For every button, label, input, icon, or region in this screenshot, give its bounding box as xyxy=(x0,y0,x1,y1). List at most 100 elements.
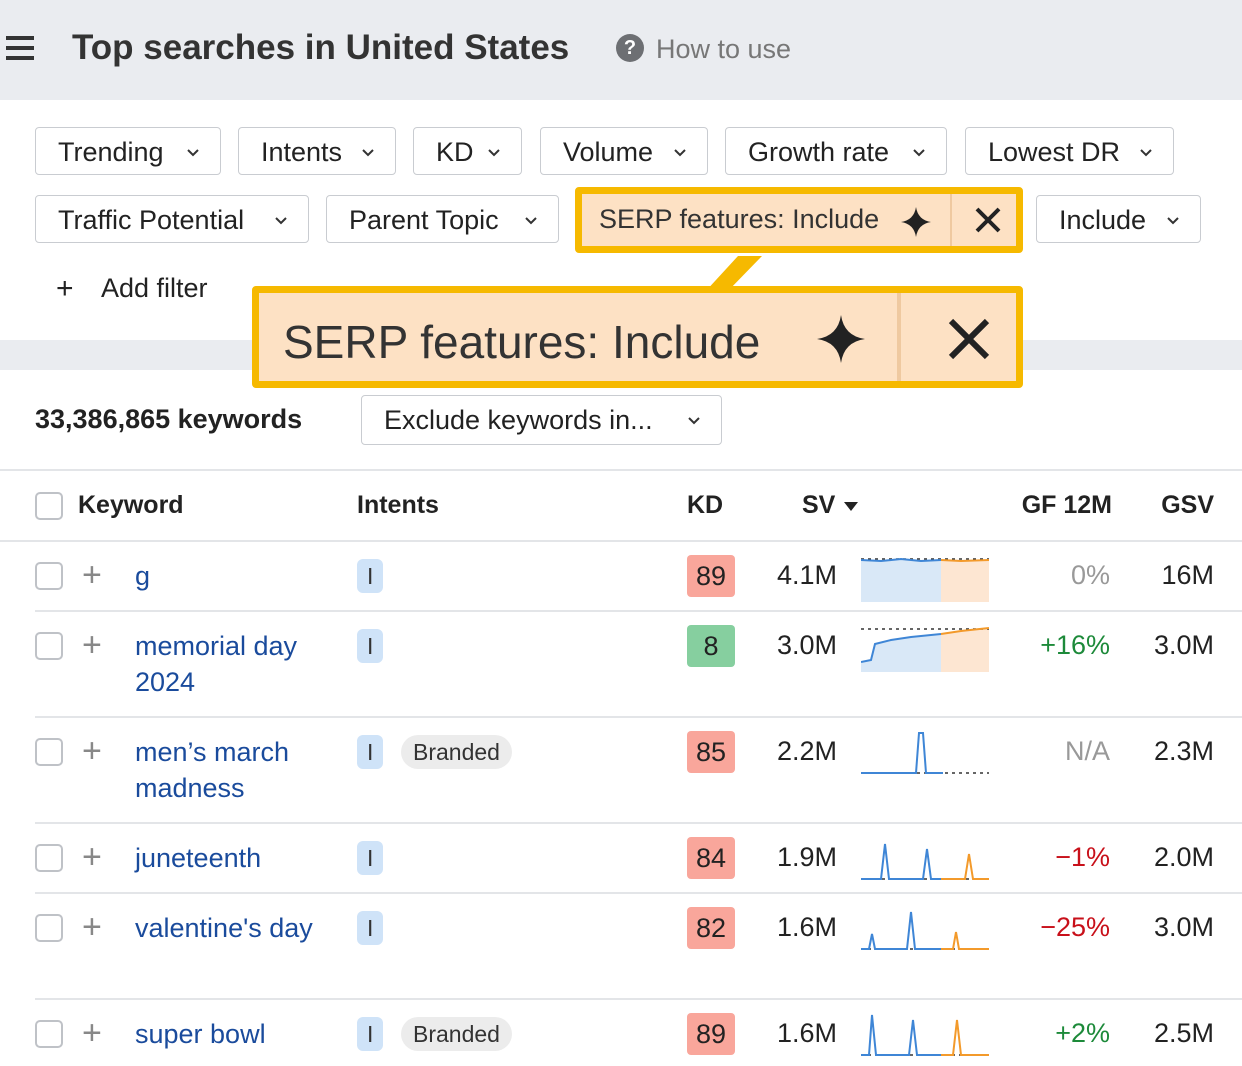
filter-button[interactable]: KD xyxy=(413,127,522,175)
growth-factor: −25% xyxy=(1040,912,1110,942)
row-checkbox[interactable] xyxy=(35,914,63,942)
search-volume: 3.0M xyxy=(776,630,837,660)
callout-close xyxy=(948,318,990,360)
global-volume: 3.0M xyxy=(1153,630,1214,660)
filter-label: Volume xyxy=(563,137,654,167)
exclude-dropdown[interactable]: Exclude keywords in... xyxy=(361,395,722,445)
global-volume: 2.3M xyxy=(1153,736,1214,766)
row-checkbox[interactable] xyxy=(35,632,63,660)
growth-factor: −1% xyxy=(1055,842,1110,872)
row-divider xyxy=(35,892,1242,894)
menu-icon[interactable] xyxy=(6,36,34,40)
row-checkbox[interactable] xyxy=(35,562,63,590)
filter-button[interactable]: Parent Topic xyxy=(326,195,559,243)
page-title: Top searches in United States xyxy=(72,28,570,67)
add-filter[interactable]: Add filter xyxy=(101,273,208,303)
global-volume: 16M xyxy=(1161,560,1214,590)
filter-label: Intents xyxy=(261,137,343,167)
search-volume: 1.6M xyxy=(776,912,837,942)
keyword-count: 33,386,865 keywords xyxy=(35,404,303,434)
column-header[interactable]: SV xyxy=(802,491,863,520)
filter-label: KD xyxy=(436,137,474,167)
column-header[interactable]: Intents xyxy=(357,491,439,519)
callout: SERP features: Include xyxy=(252,286,1023,388)
callout-text: SERP features: Include xyxy=(283,316,761,368)
growth-factor: +2% xyxy=(1055,1018,1110,1048)
filter-label: SERP features: Include xyxy=(599,204,880,234)
intent-badge: Branded xyxy=(401,735,512,769)
filter-button[interactable]: Trending xyxy=(35,127,221,175)
kd-badge: 89 xyxy=(687,1013,735,1055)
search-volume: 4.1M xyxy=(776,560,837,590)
filter-button[interactable]: Lowest DR xyxy=(965,127,1174,175)
filter-button[interactable]: Growth rate xyxy=(725,127,947,175)
column-header[interactable]: KD xyxy=(687,491,724,519)
divider xyxy=(0,540,1242,542)
add-keyword[interactable]: + xyxy=(82,626,102,664)
intent-badge: I xyxy=(357,735,384,769)
row-checkbox[interactable] xyxy=(35,844,63,872)
add-filter-icon[interactable]: + xyxy=(56,272,74,305)
intent-badge: I xyxy=(357,1017,384,1051)
callout-pointer xyxy=(704,256,762,293)
growth-factor: +16% xyxy=(1040,630,1110,660)
divider xyxy=(0,469,1242,471)
filter-button[interactable]: Intents xyxy=(238,127,396,175)
add-keyword[interactable]: + xyxy=(82,556,102,594)
filter-button[interactable]: Volume xyxy=(540,127,708,175)
sparkline xyxy=(861,1014,989,1056)
search-volume: 1.9M xyxy=(776,842,837,872)
intent-badge: I xyxy=(357,629,384,663)
intent-badge: I xyxy=(357,559,384,593)
filter-label: Include xyxy=(1059,205,1147,235)
keyword-link[interactable]: super bowl xyxy=(135,1019,266,1049)
filter-button[interactable]: Traffic Potential xyxy=(35,195,309,243)
filter-label: Parent Topic xyxy=(349,205,499,235)
filter-label: Traffic Potential xyxy=(58,205,245,235)
kd-badge: 89 xyxy=(687,555,735,597)
row-divider xyxy=(35,610,1242,612)
row-checkbox[interactable] xyxy=(35,1020,63,1048)
intent-badge: I xyxy=(357,911,384,945)
sparkline xyxy=(861,732,989,774)
column-header[interactable]: Keyword xyxy=(78,491,184,519)
kd-badge: 84 xyxy=(687,837,735,879)
sparkline xyxy=(861,627,989,672)
keyword-link[interactable]: valentine's day xyxy=(135,913,313,943)
search-volume: 2.2M xyxy=(776,736,837,766)
help-link[interactable]: How to use xyxy=(656,34,792,64)
global-volume: 2.0M xyxy=(1153,842,1214,872)
select-all-checkbox[interactable] xyxy=(35,492,63,520)
row-divider xyxy=(35,716,1242,718)
column-header[interactable]: GF 12M xyxy=(1021,491,1112,519)
sparkline xyxy=(861,911,989,950)
add-keyword[interactable]: + xyxy=(82,732,102,770)
row-divider xyxy=(35,822,1242,824)
growth-factor: 0% xyxy=(1070,560,1110,590)
add-keyword[interactable]: + xyxy=(82,838,102,876)
add-keyword[interactable]: + xyxy=(82,908,102,946)
filter-label: Growth rate xyxy=(748,137,890,167)
keyword-link[interactable]: juneteenth xyxy=(135,843,262,873)
help-icon[interactable]: ? xyxy=(616,34,644,62)
filter-selected[interactable]: SERP features: Include xyxy=(575,187,1023,253)
row-checkbox[interactable] xyxy=(35,738,63,766)
intent-badge: Branded xyxy=(401,1017,512,1051)
sparkline xyxy=(861,557,989,602)
keyword-link[interactable]: men’s march madness xyxy=(135,737,290,803)
filter-button[interactable]: Include xyxy=(1036,195,1201,243)
sparkline xyxy=(861,843,989,880)
column-header[interactable]: GSV xyxy=(1161,491,1214,519)
kd-badge: 8 xyxy=(687,625,735,667)
global-volume: 3.0M xyxy=(1153,912,1214,942)
divider xyxy=(897,293,901,381)
row-divider xyxy=(35,998,1242,1000)
global-volume: 2.5M xyxy=(1153,1018,1214,1048)
keyword-link[interactable]: g xyxy=(135,561,151,591)
add-keyword[interactable]: + xyxy=(82,1014,102,1052)
kd-badge: 82 xyxy=(687,907,735,949)
callout-sparkle xyxy=(817,315,865,363)
keyword-link[interactable]: memorial day 2024 xyxy=(135,631,298,697)
exclude-label: Exclude keywords in... xyxy=(384,405,653,435)
